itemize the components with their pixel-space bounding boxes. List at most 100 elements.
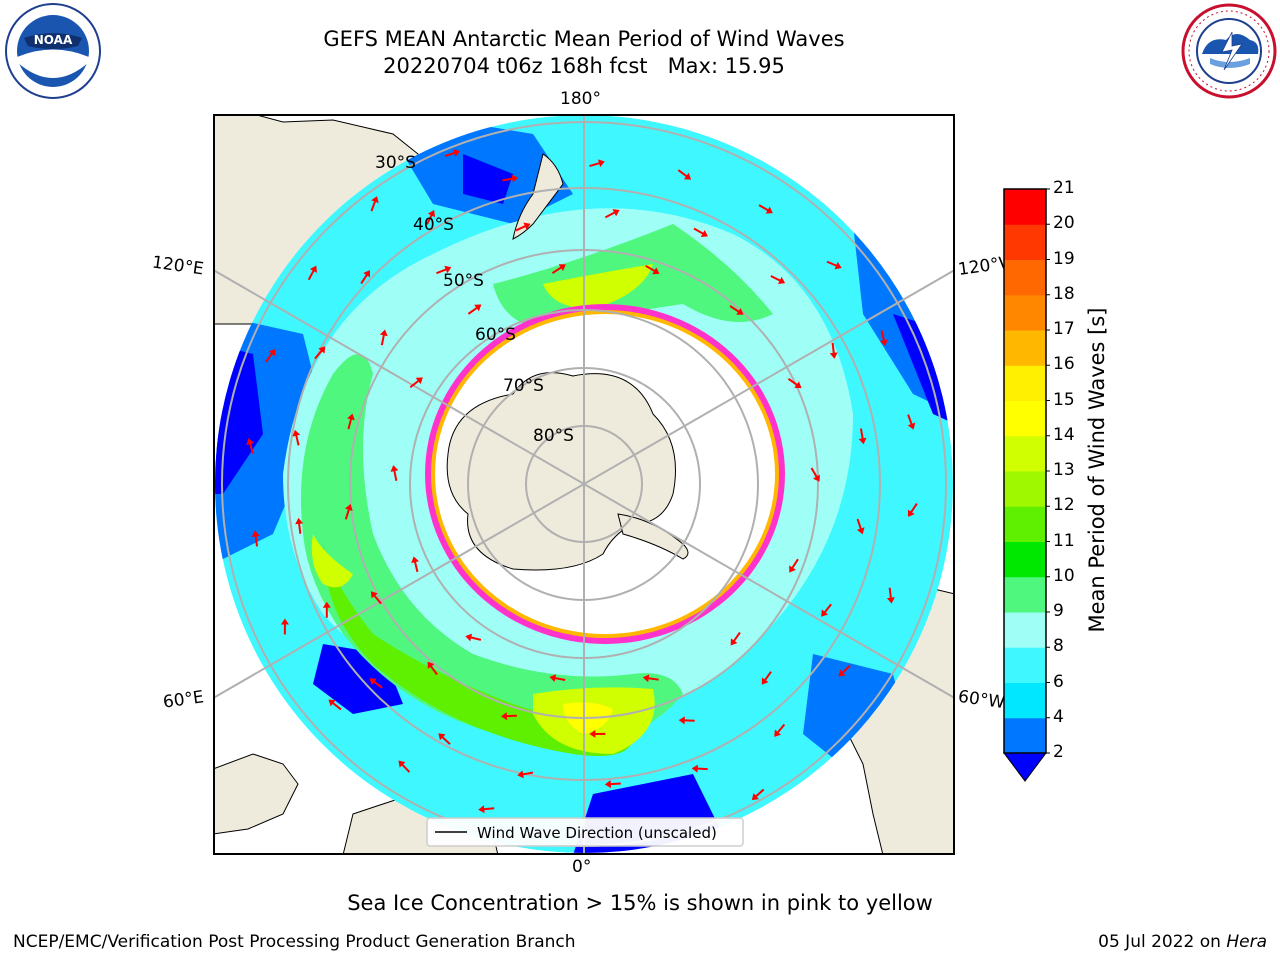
colorbar-tick-label: 12 [1053,495,1075,516]
colorbar-tick-label: 10 [1053,565,1075,586]
wind-wave-arrow [438,733,451,745]
colorbar-tick-label: 9 [1053,601,1064,621]
meridian-line [213,483,585,700]
lon-label-0: 0° [572,857,592,877]
colorbar-segment [1004,576,1046,613]
colorbar-segment [1004,506,1046,542]
wind-wave-arrow [360,270,370,285]
wind-wave-arrow [307,265,317,281]
colorbar-segment [1004,294,1046,331]
wind-wave-arrow [829,342,838,359]
wind-wave-arrow [322,601,331,618]
wind-wave-arrow [645,264,660,275]
wind-wave-arrow [770,275,786,285]
wind-wave-arrow [347,413,355,430]
colorbar-tick-label: 15 [1053,389,1075,410]
wind-wave-arrow [774,723,786,737]
lat-label-30s: 30°S [375,153,416,173]
lat-label-40s: 40°S [413,215,454,235]
wind-wave-arrow [810,467,820,482]
meridian-line [583,268,955,485]
wind-wave-arrow [856,518,865,535]
wind-wave-arrow [246,438,255,454]
wind-wave-arrow [467,304,482,315]
footer-host: Hera [1226,932,1267,952]
sea-ice-caption: Sea Ice Concentration > 15% is shown in … [347,891,933,915]
wind-wave-arrow [826,260,842,270]
wind-wave-arrow [390,465,399,482]
map-frame [213,114,955,855]
colorbar-tick-label: 21 [1053,178,1075,198]
colorbar-tick-label: 2 [1053,742,1064,762]
lat-label-50s: 50°S [443,271,484,291]
wind-wave-arrow [465,633,482,642]
wind-wave-arrow [409,377,423,389]
wind-wave-arrow [858,428,867,445]
wind-wave-arrow [314,346,326,360]
colorbar-segment [1004,612,1046,648]
footer-producer: NCEP/EMC/Verification Post Processing Pr… [13,932,576,952]
colorbar-segment [1004,435,1046,472]
wind-wave-arrow [879,330,888,347]
colorbar-segment [1004,400,1046,437]
wind-wave-arrow [787,378,802,389]
colorbar-tick-label: 6 [1053,671,1064,692]
wind-wave-arrow [838,664,851,677]
colorbar-segment [1004,682,1046,719]
colorbar-tick-label: 8 [1053,636,1064,657]
wind-wave-arrow [426,210,436,225]
graticule [213,114,955,855]
wind-wave-arrow [589,729,606,738]
colorbar-segment [1004,189,1046,225]
colorbar-tick-label: 17 [1053,319,1075,339]
colorbar-tick-label: 18 [1053,283,1075,304]
colorbar-segment [1004,259,1046,296]
wind-wave-arrow [444,149,461,157]
colorbar-label: Mean Period of Wind Waves [s] [1085,307,1109,633]
map-canvas: 30°S 40°S 50°S 60°S 70°S 80°S Wind Wave … [213,114,955,855]
wind-wave-arrow [691,764,708,773]
wind-wave-arrow [515,222,531,232]
lat-label-60s: 60°S [475,325,516,345]
wind-wave-arrow [907,414,916,430]
meridian-line [213,268,585,485]
wind-wave-arrow [549,674,566,683]
lon-label-120e: 120°E [150,252,205,280]
national-weather-service-logo-icon [1181,3,1277,99]
wind-wave-arrow [886,587,895,604]
wind-wave-arrow [551,264,566,274]
wind-wave-arrow [729,305,744,315]
wind-wave-arrow [604,780,621,789]
wind-wave-arrow [821,603,832,617]
wind-wave-arrow [370,591,382,605]
wind-wave-arrow [369,678,383,689]
map-legend: Wind Wave Direction (unscaled) [426,817,744,847]
wind-wave-arrow [370,196,379,212]
footer-date-text: 05 Jul 2022 on [1098,932,1227,952]
wind-wave-arrow [265,348,276,363]
wind-wave-arrow [427,661,438,676]
colorbar-segment [1004,330,1046,366]
wind-wave-arrow [251,530,260,547]
wind-wave-arrow [642,674,659,683]
chart-subtitle: 20220704 t06z 168h fcst Max: 15.95 [383,54,785,78]
lon-label-60e: 60°E [161,687,206,713]
wind-wave-arrow [478,805,495,814]
wind-wave-arrow [604,209,620,219]
wind-wave-arrow [693,227,708,237]
wind-wave-arrow [436,265,452,275]
colorbar-tick-label: 13 [1053,460,1075,480]
wind-wave-arrow [292,429,301,446]
wind-wave-arrow [758,204,773,214]
colorbar-segment [1004,717,1046,754]
wind-wave-arrow [398,760,411,773]
noaa-logo-text: NOAA [34,33,73,47]
colorbar-segment [1004,365,1046,401]
wind-wave-arrow [411,556,419,573]
colorbar-segment [1004,471,1046,507]
colorbar-tick-label: 4 [1053,706,1064,727]
lon-label-180: 180° [560,89,601,109]
wind-wave-arrow [379,329,388,346]
legend-label: Wind Wave Direction (unscaled) [477,824,717,842]
footer-date: 05 Jul 2022 on Hera [1098,932,1267,952]
